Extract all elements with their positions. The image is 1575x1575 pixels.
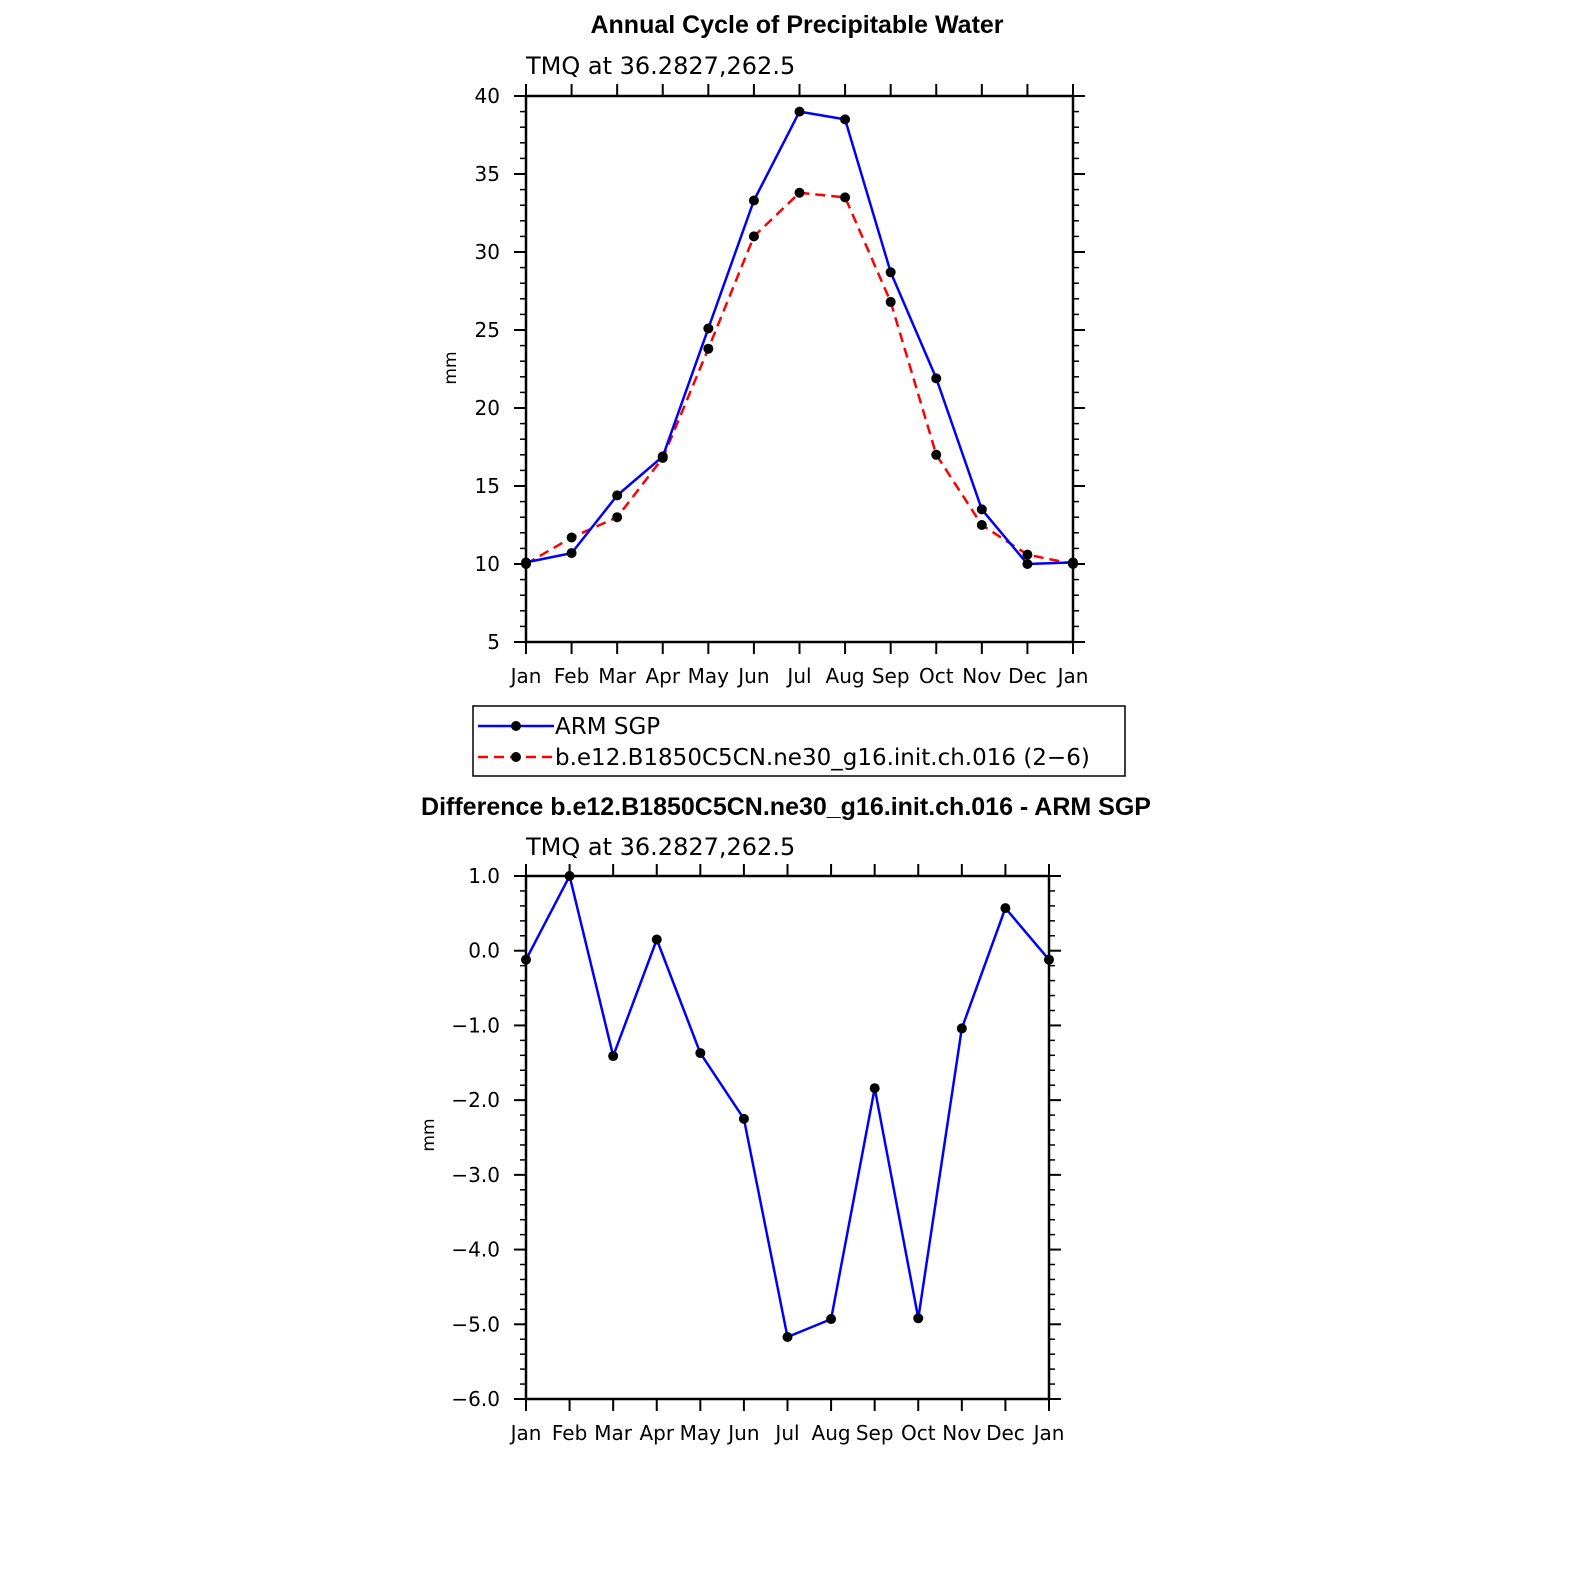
x-tick-label: Jul [785, 664, 811, 688]
data-point-s0-5 [738, 1113, 749, 1124]
legend-box [472, 705, 1126, 777]
x-tick-label: Apr [639, 1421, 674, 1445]
y-tick-label: 25 [475, 318, 500, 342]
data-point-s0-4 [703, 323, 714, 334]
y-tick-label: −6.0 [451, 1387, 500, 1411]
data-point-s0-0 [521, 954, 531, 965]
x-tick-label: Dec [986, 1421, 1025, 1445]
data-point-s0-7 [826, 1314, 837, 1325]
chart1-legend: ARM SGP b.e12.B1850C5CN.ne30_g16.init.ch… [472, 705, 1126, 777]
data-point-s0-3 [651, 934, 662, 945]
data-point-s0-6 [794, 106, 805, 117]
data-point-s0-8 [885, 267, 896, 278]
x-tick-label: Mar [598, 664, 637, 688]
data-point-s0-6 [782, 1331, 793, 1342]
x-tick-label: Oct [901, 1421, 936, 1445]
legend-label-model: b.e12.B1850C5CN.ne30_g16.init.ch.016 (2−… [555, 745, 1090, 771]
chart2-ylabel: mm [419, 1118, 439, 1151]
legend-label-arm: ARM SGP [555, 714, 660, 740]
x-tick-label: Jul [773, 1421, 799, 1445]
x-tick-label: Aug [812, 1421, 851, 1445]
data-point-s1-0 [521, 559, 531, 569]
data-point-s0-1 [564, 871, 575, 881]
y-tick-label: −3.0 [451, 1163, 500, 1187]
data-point-s1-4 [703, 343, 714, 354]
data-point-s1-12 [1068, 559, 1078, 569]
data-point-s0-2 [612, 490, 623, 501]
y-tick-label: −5.0 [451, 1312, 500, 1336]
data-point-s0-11 [1022, 559, 1033, 569]
chart2-subtitle: TMQ at 36.2827,262.5 [525, 833, 795, 861]
x-tick-label: Nov [962, 664, 1001, 688]
y-tick-label: 40 [475, 84, 500, 108]
y-tick-label: −1.0 [451, 1013, 500, 1037]
y-tick-label: 20 [475, 396, 500, 420]
x-tick-label: Feb [552, 1421, 587, 1445]
chart1-title: Annual Cycle of Precipitable Water [590, 11, 1003, 39]
data-point-s1-5 [748, 231, 759, 242]
data-point-s1-6 [794, 187, 805, 198]
chart1-subtitle: TMQ at 36.2827,262.5 [525, 52, 795, 80]
chart1-plot: 5 10 15 20 25 30 35 40 Jan Feb Mar Apr May Jun Jul Aug S… [475, 84, 1089, 688]
data-point-s0-8 [869, 1083, 880, 1094]
x-tick-label: May [680, 1421, 722, 1445]
data-point-s0-1 [566, 548, 577, 559]
data-point-s1-7 [840, 192, 851, 203]
data-point-s1-11 [1022, 549, 1033, 560]
data-point-s0-4 [695, 1048, 706, 1059]
x-tick-label: Jun [726, 1421, 759, 1445]
plot-frame [524, 94, 1075, 644]
series-line-0 [525, 110, 1074, 566]
x-tick-label: Jan [1032, 1421, 1065, 1445]
y-tick-label: 10 [475, 552, 500, 576]
data-point-s0-2 [608, 1051, 619, 1062]
data-point-s1-9 [931, 449, 942, 460]
y-tick-label: 0.0 [468, 939, 500, 963]
data-point-s1-8 [885, 296, 896, 307]
series-line-0 [524, 874, 1050, 1339]
x-tick-label: Feb [554, 664, 589, 688]
data-point-s1-2 [612, 512, 623, 523]
data-point-s0-12 [1044, 954, 1054, 965]
chart1-ylabel: mm [441, 351, 461, 384]
data-point-s0-10 [956, 1023, 967, 1034]
x-tick-label: Oct [919, 664, 954, 688]
x-tick-label: Aug [826, 664, 865, 688]
x-tick-label: Sep [856, 1421, 894, 1445]
y-tick-label: −4.0 [451, 1238, 500, 1262]
data-point-s0-7 [840, 114, 851, 125]
chart2-title: Difference b.e12.B1850C5CN.ne30_g16.init… [421, 793, 1151, 821]
data-point-s0-11 [1000, 903, 1011, 914]
x-tick-label: Sep [872, 664, 910, 688]
x-tick-label: Jan [1056, 664, 1089, 688]
data-point-s1-3 [657, 452, 668, 463]
y-tick-label: 30 [475, 240, 500, 264]
x-tick-label: Apr [645, 664, 680, 688]
y-tick-label: −2.0 [451, 1088, 500, 1112]
x-tick-label: Jun [736, 664, 769, 688]
legend-marker-arm [511, 721, 521, 731]
x-tick-label: Dec [1008, 664, 1047, 688]
data-point-s0-9 [931, 373, 942, 384]
x-tick-label: Jan [509, 664, 542, 688]
y-tick-label: 1.0 [468, 864, 500, 888]
data-point-s0-5 [748, 195, 759, 206]
y-tick-label: 15 [475, 474, 500, 498]
x-tick-label: Mar [594, 1421, 633, 1445]
x-tick-label: Jan [509, 1421, 542, 1445]
y-tick-label: 5 [487, 630, 500, 654]
data-point-s1-10 [976, 520, 987, 530]
plot-frame [524, 874, 1051, 1401]
legend-marker-model [511, 752, 521, 762]
x-tick-label: Nov [942, 1421, 981, 1445]
data-point-s0-9 [913, 1313, 924, 1324]
data-point-s0-10 [976, 504, 987, 515]
y-tick-label: 35 [475, 162, 500, 186]
x-tick-label: May [688, 664, 730, 688]
data-point-s1-1 [566, 532, 577, 543]
